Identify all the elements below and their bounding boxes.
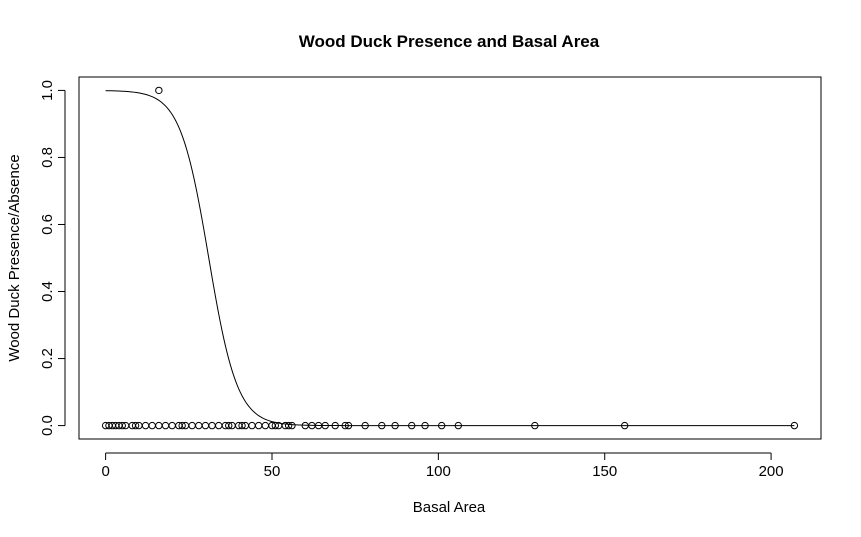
data-point [215,421,223,430]
data-point [271,421,280,430]
data-point [168,421,176,430]
data-point [284,421,293,430]
data-point [155,421,163,430]
x-axis-label: Basal Area [413,499,486,516]
data-point [261,421,270,430]
data-point [361,421,369,430]
data-point [288,421,296,430]
data-point [141,421,150,430]
data-point [225,421,233,430]
data-point [321,421,329,430]
data-point [531,421,539,430]
data-point [188,421,196,430]
data-point [254,421,263,430]
data-points [101,86,799,430]
data-point [201,421,210,430]
chart-title: Wood Duck Presence and Basal Area [299,32,600,51]
data-point [790,421,799,430]
data-point [341,421,349,430]
x-axis: 0 50 100 150 200 [101,452,784,480]
data-point [208,421,216,430]
data-point [161,421,170,430]
y-tick-label: 0.8 [39,147,56,168]
y-axis: 0.0 0.2 0.4 0.6 0.8 1.0 [39,80,66,436]
data-point [391,421,399,430]
y-axis-label: Wood Duck Presence/Absence [6,154,23,361]
data-point [344,421,353,430]
y-tick-label: 0.0 [39,415,56,436]
y-tick-label: 0.6 [39,214,56,235]
y-tick-label: 1.0 [39,80,56,101]
data-point [155,86,163,95]
data-point [421,421,429,430]
x-tick-label: 0 [101,463,109,480]
fitted-curve [105,90,795,427]
data-point [378,421,386,430]
data-point [454,421,463,430]
data-point [331,421,339,430]
data-point [195,421,203,430]
x-tick-label: 150 [592,463,617,480]
data-point [437,421,446,430]
x-tick-label: 50 [264,463,281,480]
y-tick-label: 0.2 [39,348,56,369]
data-point [131,421,140,430]
y-tick-label: 0.4 [39,281,56,302]
data-point [178,421,186,430]
data-point [238,421,246,430]
data-point [408,421,416,430]
data-point [148,421,156,430]
data-point [620,421,629,430]
x-tick-label: 200 [759,463,784,480]
data-point [248,421,256,430]
data-point [118,421,126,430]
plot-box [78,76,822,440]
x-tick-label: 100 [426,463,451,480]
